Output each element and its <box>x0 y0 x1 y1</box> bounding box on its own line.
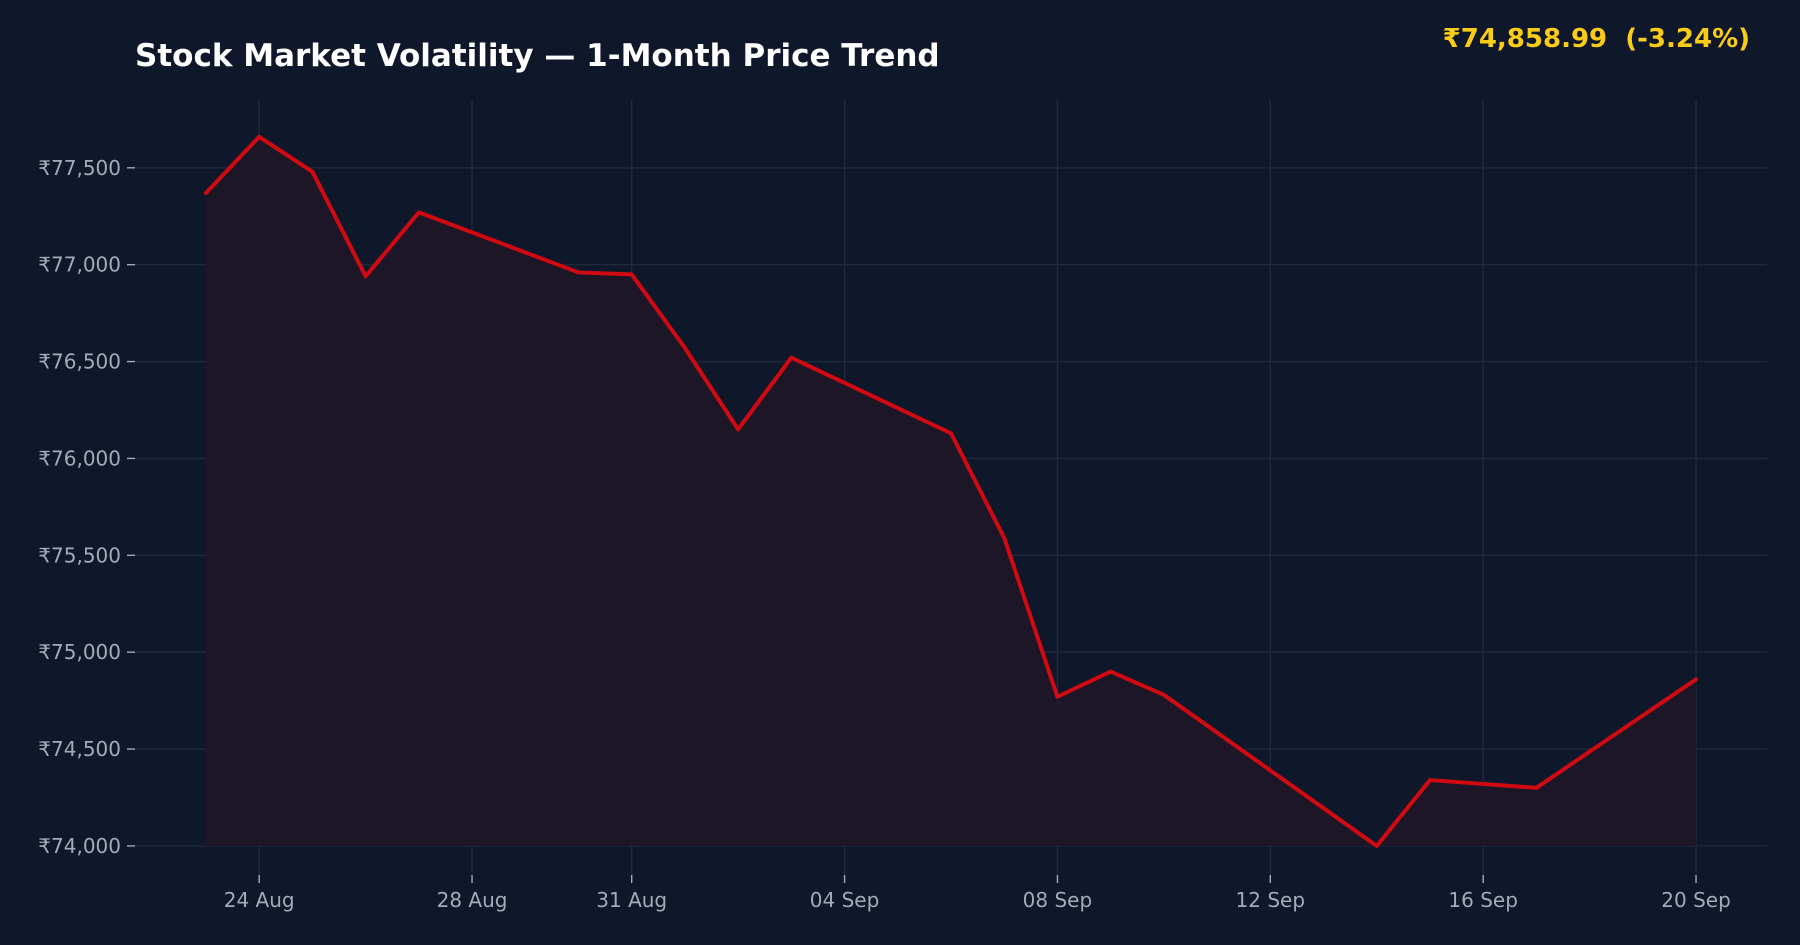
price-point <box>1428 778 1432 782</box>
price-point <box>204 191 208 195</box>
x-tick-label: 08 Sep <box>1023 888 1093 912</box>
price-point <box>310 170 314 174</box>
price-point <box>630 272 634 276</box>
x-tick-label: 28 Aug <box>437 888 508 912</box>
y-tick-label: ₹77,000 <box>38 253 121 277</box>
x-tick-label: 12 Sep <box>1236 888 1306 912</box>
price-point <box>949 431 953 435</box>
price-point <box>576 270 580 274</box>
price-point <box>736 427 740 431</box>
price-point <box>257 135 261 139</box>
chart-title: Stock Market Volatility — 1-Month Price … <box>135 38 940 74</box>
price-point <box>683 346 687 350</box>
x-tick-label: 16 Sep <box>1448 888 1518 912</box>
price-readout: ₹74,858.99 (-3.24%) <box>1443 24 1750 54</box>
area-layer <box>205 136 1697 846</box>
x-tick-label: 24 Aug <box>224 888 295 912</box>
y-axis: ₹74,000 ₹74,500 ₹75,000 ₹75,500 ₹76,000 ₹76,5… <box>38 156 135 858</box>
price-point <box>1375 844 1379 848</box>
price-point <box>364 274 368 278</box>
price-point <box>1162 693 1166 697</box>
y-tick-label: ₹75,000 <box>38 640 121 664</box>
y-tick-label: ₹75,500 <box>38 543 121 567</box>
price-line <box>203 134 1699 848</box>
price-point <box>1694 677 1698 681</box>
price-point <box>1534 786 1538 790</box>
x-tick-label: 31 Aug <box>596 888 667 912</box>
y-tick-label: ₹76,000 <box>38 446 121 470</box>
price-point <box>1002 536 1006 540</box>
price-point <box>1055 695 1059 699</box>
line-layer <box>203 134 1699 848</box>
x-tick-label: 20 Sep <box>1661 888 1731 912</box>
y-tick-label: ₹74,500 <box>38 737 121 761</box>
x-axis: 24 Aug 28 Aug 31 Aug 04 Sep 08 Sep 12 Sep 16 S… <box>224 875 1731 912</box>
price-point <box>1109 670 1113 674</box>
price-point <box>789 356 793 360</box>
price-area-fill <box>205 136 1697 846</box>
y-tick-label: ₹74,000 <box>38 834 121 858</box>
y-tick-label: ₹77,500 <box>38 156 121 180</box>
y-tick-label: ₹76,500 <box>38 350 121 374</box>
x-tick-label: 04 Sep <box>810 888 880 912</box>
price-point <box>417 210 421 214</box>
